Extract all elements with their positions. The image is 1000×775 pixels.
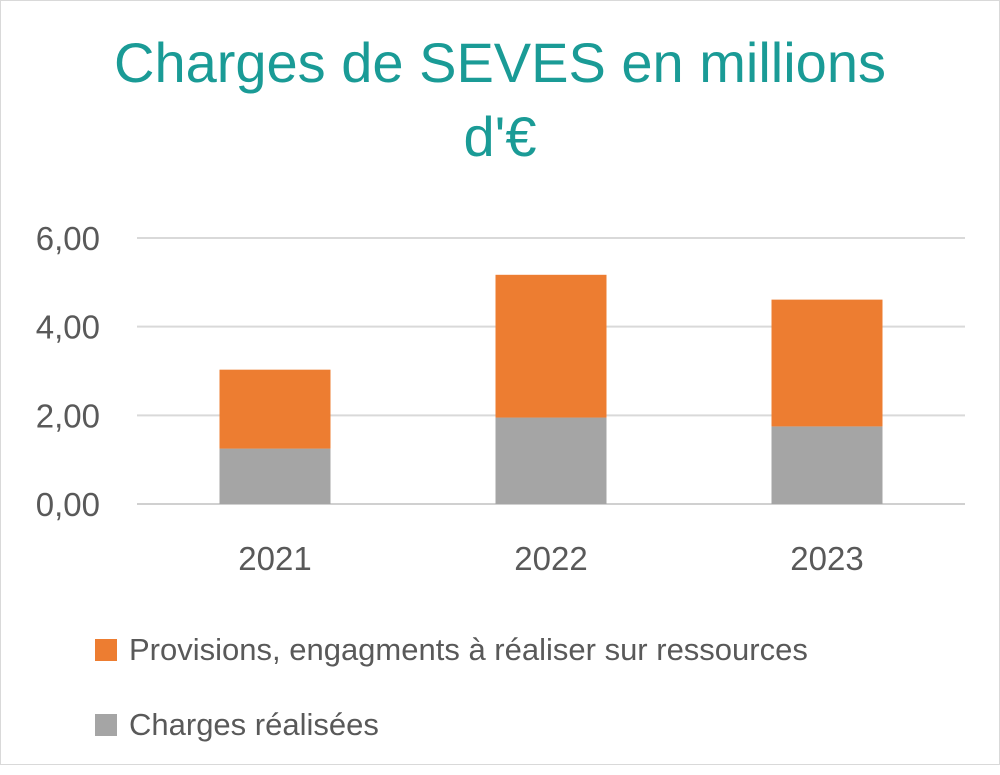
bar-segment-charges-realisees-2022	[495, 417, 607, 504]
x-axis-tick-labels: 2021 2022 2023	[238, 540, 863, 577]
legend-label-provisions: Provisions, engagments à réaliser sur re…	[129, 632, 808, 667]
chart-title-line-1: Charges de SEVES en millions	[114, 31, 886, 94]
y-tick-label: 4,00	[36, 309, 100, 346]
legend-swatch-charges-realisees	[95, 714, 117, 736]
chart-title: Charges de SEVES en millions d'€	[0, 26, 1000, 174]
bar-segment-provisions-2021	[219, 369, 331, 449]
x-tick-label: 2021	[238, 540, 311, 577]
legend-item-charges-realisees: Charges réalisées	[95, 700, 808, 750]
y-tick-label: 2,00	[36, 397, 100, 434]
y-tick-label: 6,00	[36, 220, 100, 257]
legend-swatch-provisions	[95, 639, 117, 661]
legend-item-provisions: Provisions, engagments à réaliser sur re…	[95, 625, 808, 675]
bars	[219, 274, 883, 504]
x-tick-label: 2023	[790, 540, 863, 577]
legend-label-charges-realisees: Charges réalisées	[129, 707, 379, 742]
legend: Provisions, engagments à réaliser sur re…	[95, 625, 808, 775]
bar-segment-charges-realisees-2021	[219, 448, 331, 504]
chart-title-line-2: d'€	[463, 105, 537, 168]
bar-segment-charges-realisees-2023	[771, 426, 883, 504]
y-axis-tick-labels: 0,00 2,00 4,00 6,00	[36, 220, 100, 523]
bar-segment-provisions-2022	[495, 274, 607, 418]
y-tick-label: 0,00	[36, 486, 100, 523]
x-tick-label: 2022	[514, 540, 587, 577]
bar-segment-provisions-2023	[771, 299, 883, 427]
